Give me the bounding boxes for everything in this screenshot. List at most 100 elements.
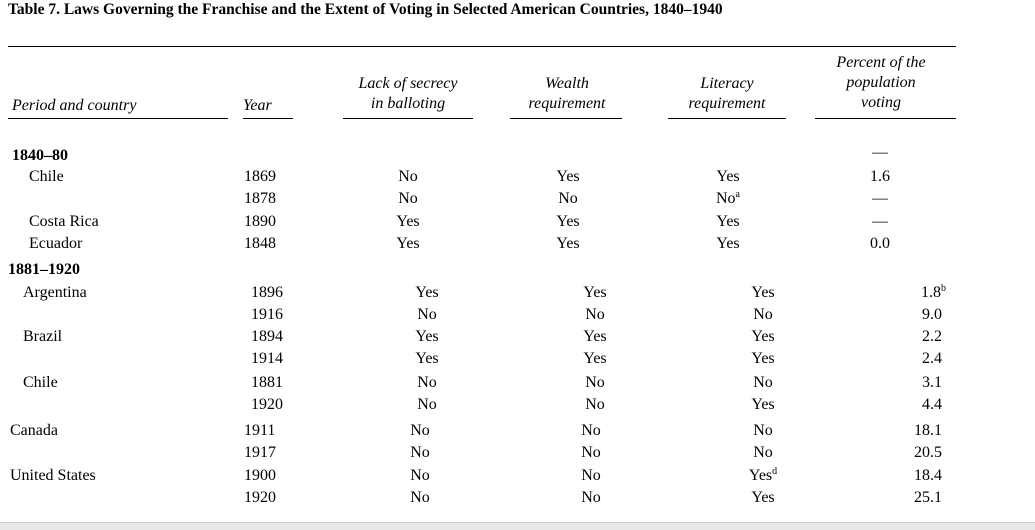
literacy-cell: Yes: [723, 396, 803, 414]
year-cell: 1890: [244, 213, 276, 230]
literacy-cell: Noa: [688, 190, 768, 208]
header-literacy-line1: Literacy: [700, 75, 754, 92]
secrecy-cell: No: [417, 374, 437, 391]
year-cell: 1911: [244, 422, 276, 439]
percent-cell: 4.4: [880, 396, 942, 414]
country-cell: Brazil: [23, 328, 63, 345]
secrecy-cell: No: [417, 306, 437, 323]
wealth-cell: Yes: [583, 284, 607, 301]
percent-value: 20.5: [914, 444, 942, 461]
period-1840-80-percent: —: [872, 144, 888, 161]
literacy-cell: Yes: [723, 489, 803, 507]
literacy-value: No: [753, 422, 773, 439]
country-cell: Chile: [29, 168, 64, 185]
percent-cell: 2.2: [880, 328, 942, 346]
country-cell: Argentina: [23, 284, 87, 301]
wealth-cell: No: [581, 467, 601, 484]
literacy-value: Yes: [751, 284, 775, 301]
year-cell: 1917: [244, 444, 276, 461]
literacy-cell: No: [723, 422, 803, 440]
wealth-cell: No: [585, 374, 605, 391]
year-cell: 1920: [251, 396, 283, 413]
percent-value: 25.1: [914, 489, 942, 506]
literacy-value: No: [715, 190, 736, 207]
percent-value: 1.8: [921, 284, 941, 301]
wealth-cell: Yes: [583, 350, 607, 367]
literacy-cell: No: [723, 374, 803, 392]
literacy-cell: Yes: [688, 235, 768, 253]
header-secrecy: Lack of secrecy in balloting: [328, 74, 488, 114]
country-cell: Chile: [23, 374, 58, 391]
period-label-1881-1920: 1881–1920: [8, 261, 80, 278]
header-wealth: Wealth requirement: [503, 74, 631, 114]
footnote-marker: b: [941, 283, 946, 294]
percent-cell: 20.5: [880, 444, 942, 462]
literacy-cell: Yes: [723, 350, 803, 368]
secrecy-cell: No: [410, 467, 430, 484]
percent-cell: 18.1: [880, 422, 942, 440]
percent-cell: 1.8b: [880, 284, 946, 302]
percent-cell: 2.4: [880, 350, 942, 368]
header-underline-wealth: [510, 118, 622, 119]
secrecy-cell: No: [410, 444, 430, 461]
literacy-value: Yes: [751, 396, 775, 413]
header-percent-line3: voting: [861, 94, 901, 111]
percent-value: 18.1: [914, 422, 942, 439]
header-percent-line1: Percent of the: [836, 54, 926, 71]
literacy-value: No: [753, 444, 773, 461]
year-cell: 1894: [251, 328, 283, 345]
literacy-value: Yes: [716, 235, 740, 252]
secrecy-cell: No: [398, 190, 418, 207]
literacy-cell: Yes: [723, 328, 803, 346]
country-cell: United States: [10, 467, 96, 484]
year-cell: 1869: [244, 168, 276, 185]
wealth-cell: Yes: [556, 235, 580, 252]
header-underline-secrecy: [343, 118, 473, 119]
wealth-cell: No: [581, 422, 601, 439]
literacy-value: Yes: [748, 467, 773, 484]
header-underline-literacy: [668, 118, 786, 119]
literacy-value: Yes: [751, 328, 775, 345]
wealth-cell: No: [585, 306, 605, 323]
literacy-value: Yes: [716, 213, 740, 230]
literacy-cell: Yes: [688, 213, 768, 231]
percent-cell: 3.1: [880, 374, 942, 392]
header-year-label: Year: [243, 97, 272, 114]
country-cell: Canada: [10, 422, 58, 439]
table-title: Table 7. Laws Governing the Franchise an…: [8, 1, 723, 18]
percent-cell: 1.6: [870, 168, 890, 185]
literacy-cell: Yes: [723, 284, 803, 302]
year-cell: 1896: [251, 284, 283, 301]
header-period-country-label: Period and country: [12, 97, 137, 114]
literacy-value: Yes: [751, 350, 775, 367]
percent-cell: 9.0: [880, 306, 942, 324]
header-secrecy-line1: Lack of secrecy: [358, 75, 458, 92]
year-cell: 1914: [251, 350, 283, 367]
literacy-value: Yes: [751, 489, 775, 506]
percent-value: 2.4: [922, 350, 942, 367]
header-wealth-line2: requirement: [528, 95, 606, 112]
percent-cell: 0.0: [870, 235, 890, 252]
secrecy-cell: No: [410, 422, 430, 439]
wealth-cell: Yes: [583, 328, 607, 345]
header-literacy-line2: requirement: [688, 95, 766, 112]
secrecy-cell: Yes: [415, 328, 439, 345]
year-cell: 1848: [244, 235, 276, 252]
header-underline-period: [8, 118, 228, 119]
wealth-cell: Yes: [556, 213, 580, 230]
literacy-cell: No: [723, 306, 803, 324]
percent-cell: —: [872, 213, 888, 230]
wealth-cell: Yes: [556, 168, 580, 185]
wealth-cell: No: [581, 489, 601, 506]
period-label-1840-80: 1840–80: [12, 147, 68, 164]
secrecy-cell: Yes: [415, 284, 439, 301]
top-rule: [8, 46, 956, 47]
percent-cell: —: [872, 190, 888, 207]
wealth-cell: No: [581, 444, 601, 461]
percent-cell: 25.1: [880, 489, 942, 507]
literacy-cell: Yesd: [723, 467, 803, 485]
literacy-value: Yes: [716, 168, 740, 185]
country-cell: Costa Rica: [29, 213, 99, 230]
viewer-bottom-edge: [0, 522, 1035, 530]
literacy-value: No: [753, 306, 773, 323]
